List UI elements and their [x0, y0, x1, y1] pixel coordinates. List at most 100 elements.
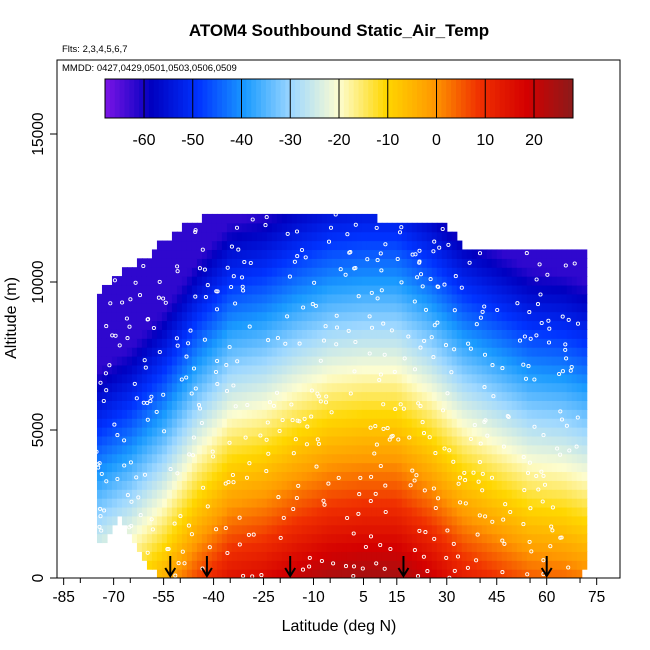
heatmap-cell — [371, 356, 378, 366]
heatmap-cell — [346, 409, 353, 419]
observation-point — [427, 435, 432, 440]
heatmap-cell — [231, 320, 238, 330]
heatmap-cell — [166, 382, 173, 393]
heatmap-cell — [376, 453, 383, 464]
heatmap-cell — [236, 462, 243, 473]
heatmap-cell — [186, 569, 193, 578]
heatmap-cell — [126, 329, 133, 339]
heatmap-cell — [126, 418, 133, 428]
heatmap-cell — [566, 338, 573, 348]
heatmap-cell — [301, 409, 308, 419]
heatmap-cell — [171, 409, 178, 419]
heatmap-cell — [141, 400, 148, 410]
heatmap-cell — [211, 231, 218, 242]
heatmap-cell — [341, 391, 348, 401]
heatmap-cell — [556, 489, 563, 499]
heatmap-cell — [451, 329, 458, 339]
observation-point — [379, 268, 384, 273]
heatmap-cell — [511, 515, 518, 526]
heatmap-cell — [271, 222, 278, 233]
heatmap-cell — [476, 427, 483, 437]
observation-point — [396, 437, 401, 442]
heatmap-cell — [421, 462, 428, 473]
heatmap-cell — [121, 373, 128, 384]
heatmap-cell — [466, 400, 473, 410]
heatmap-cell — [571, 453, 578, 464]
heatmap-cell — [166, 284, 173, 295]
heatmap-cell — [266, 400, 273, 410]
observation-point — [393, 406, 398, 412]
heatmap-cell — [406, 382, 413, 393]
heatmap-cell — [101, 302, 108, 313]
heatmap-cell — [396, 364, 403, 375]
heatmap-cell — [141, 267, 148, 277]
heatmap-cell — [126, 524, 133, 535]
heatmap-cell — [486, 569, 493, 578]
heatmap-cell — [196, 462, 203, 473]
heatmap-cell — [431, 311, 438, 322]
heatmap-cell — [231, 533, 238, 544]
heatmap-cell — [506, 356, 513, 366]
heatmap-cell — [496, 320, 503, 330]
heatmap-cell — [341, 453, 348, 464]
heatmap-cell — [266, 373, 273, 384]
heatmap-cell — [366, 338, 373, 348]
observation-point — [141, 263, 146, 269]
heatmap-cell — [306, 231, 313, 242]
heatmap-cell — [186, 249, 193, 259]
heatmap-cell — [571, 347, 578, 357]
heatmap-cell — [186, 364, 193, 375]
heatmap-cell — [256, 506, 263, 517]
heatmap-cell — [571, 427, 578, 437]
heatmap-cell — [131, 453, 138, 464]
observation-point — [555, 446, 560, 451]
heatmap-cell — [556, 320, 563, 330]
heatmap-cell — [566, 320, 573, 330]
heatmap-cell — [331, 506, 338, 517]
heatmap-cell — [431, 480, 438, 490]
heatmap-cell — [341, 551, 348, 561]
heatmap-cell — [521, 293, 528, 304]
heatmap-cell — [561, 453, 568, 464]
heatmap-cell — [571, 489, 578, 499]
heatmap-cell — [306, 213, 313, 224]
heatmap-cell — [261, 569, 268, 578]
heatmap-cell — [411, 569, 418, 578]
heatmap-cell — [406, 560, 413, 570]
heatmap-cell — [321, 560, 328, 570]
heatmap-cell — [551, 400, 558, 410]
heatmap-cell — [346, 213, 353, 224]
heatmap-cell — [141, 542, 148, 552]
heatmap-cell — [451, 267, 458, 277]
heatmap-cell — [301, 498, 308, 508]
heatmap-cell — [381, 560, 388, 570]
heatmap-cell — [351, 231, 358, 242]
heatmap-cell — [476, 560, 483, 570]
observation-point — [203, 295, 208, 300]
heatmap-cell — [251, 515, 258, 526]
heatmap-cell — [476, 364, 483, 375]
heatmap-cell — [486, 498, 493, 508]
heatmap-cell — [291, 524, 298, 535]
heatmap-cell — [556, 400, 563, 410]
heatmap-cell — [461, 267, 468, 277]
heatmap-cell — [526, 284, 533, 295]
heatmap-cell — [441, 293, 448, 304]
heatmap-cell — [271, 471, 278, 481]
heatmap-cell — [511, 409, 518, 419]
heatmap-cell — [181, 364, 188, 375]
heatmap-cell — [196, 249, 203, 259]
heatmap-cell — [296, 533, 303, 544]
heatmap-cell — [101, 515, 108, 526]
heatmap-cell — [271, 462, 278, 473]
colorbar-segment — [139, 79, 145, 118]
heatmap-cell — [281, 506, 288, 517]
heatmap-cell — [396, 231, 403, 242]
colorbar-tick-label: -10 — [376, 132, 399, 149]
heatmap-cell — [301, 551, 308, 561]
x-tick-label: -55 — [152, 589, 174, 606]
heatmap-cell — [226, 551, 233, 561]
heatmap-cell — [506, 515, 513, 526]
heatmap-cell — [506, 444, 513, 455]
heatmap-cell — [466, 311, 473, 322]
